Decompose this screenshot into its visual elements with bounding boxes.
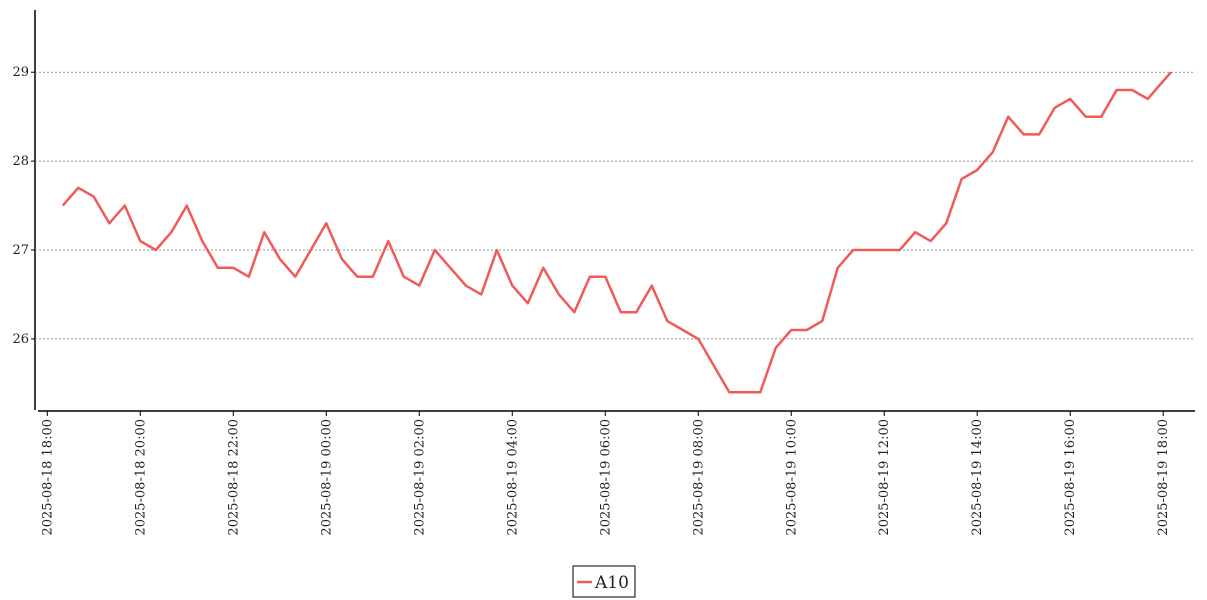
x-tick-label: 2025-08-19 08:00 xyxy=(691,419,706,536)
x-tick-label: 2025-08-19 10:00 xyxy=(784,419,799,536)
x-tick-label: 2025-08-19 04:00 xyxy=(505,419,520,536)
x-tick-label: 2025-08-19 02:00 xyxy=(412,419,427,536)
x-tick-label: 2025-08-19 14:00 xyxy=(970,419,985,536)
x-tick-label: 2025-08-18 20:00 xyxy=(133,419,148,536)
y-tick-label: 29 xyxy=(12,65,29,80)
x-tick-label: 2025-08-19 12:00 xyxy=(877,419,892,536)
x-tick-label: 2025-08-19 18:00 xyxy=(1156,419,1171,536)
x-tick-label: 2025-08-18 22:00 xyxy=(226,419,241,536)
legend-box xyxy=(572,565,636,598)
x-tick-label: 2025-08-19 06:00 xyxy=(598,419,613,536)
y-tick-label: 27 xyxy=(12,243,29,258)
y-tick-label: 28 xyxy=(12,154,29,169)
x-tick-label: 2025-08-18 18:00 xyxy=(40,419,55,536)
y-tick-label: 26 xyxy=(12,332,29,347)
x-tick-label: 2025-08-19 16:00 xyxy=(1063,419,1078,536)
series-line xyxy=(61,71,1172,394)
legend-label: A10 xyxy=(594,573,629,593)
x-tick-label: 2025-08-19 00:00 xyxy=(319,419,334,536)
